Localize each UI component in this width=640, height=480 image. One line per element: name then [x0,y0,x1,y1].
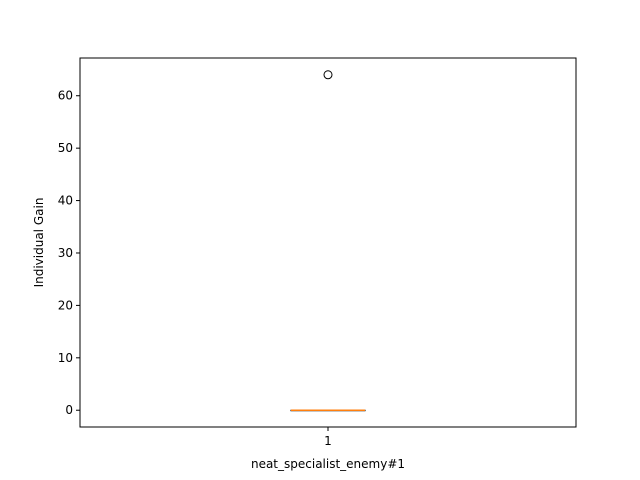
x-tick-label: 1 [324,434,332,448]
outlier-point [323,70,333,80]
y-tick-label: 10 [58,351,73,365]
x-axis: 1 [324,427,332,448]
axes-frame [79,57,577,428]
y-tick-label: 40 [58,194,73,208]
y-axis-label: Individual Gain [32,198,46,288]
y-tick-label: 0 [65,403,73,417]
y-tick-label: 30 [58,246,73,260]
y-tick-label: 20 [58,298,73,312]
x-axis-label: neat_specialist_enemy#1 [251,457,405,471]
y-tick-label: 50 [58,141,73,155]
y-tick-label: 60 [58,89,73,103]
y-axis: 0 10 20 30 40 50 60 [58,89,80,417]
plot-area [290,70,366,412]
